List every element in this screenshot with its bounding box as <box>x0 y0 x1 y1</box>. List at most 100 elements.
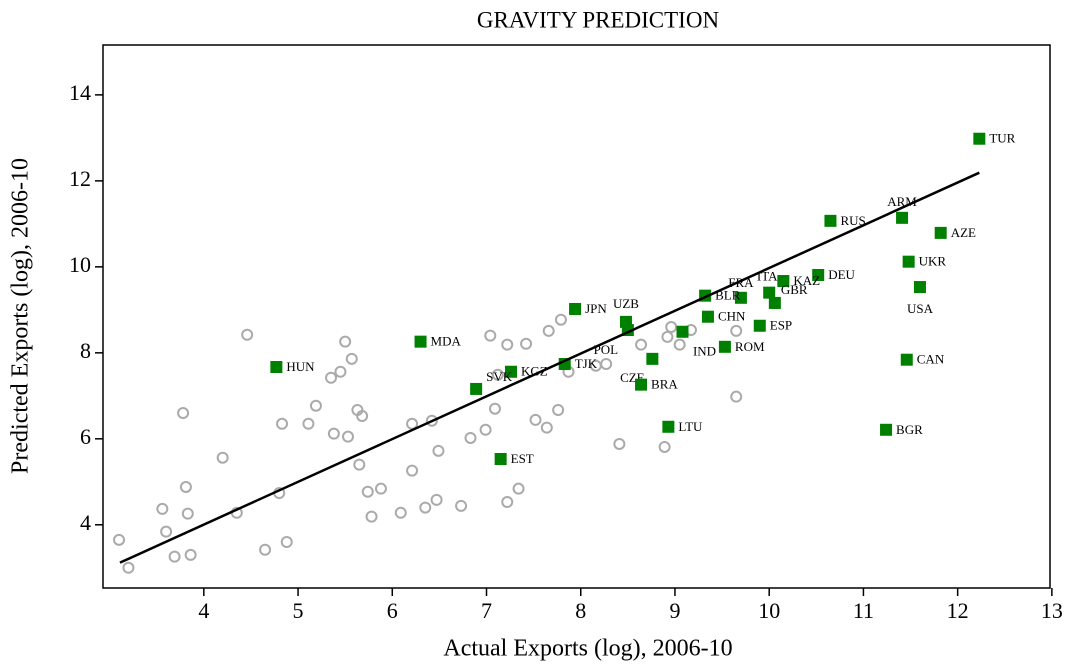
point <box>600 358 613 371</box>
point-label: BGR <box>896 422 923 437</box>
point <box>662 420 675 433</box>
point-label: TJK <box>575 356 598 371</box>
fit-line <box>119 171 980 564</box>
x-tick-label: 7 <box>481 598 492 623</box>
point <box>635 378 648 391</box>
point <box>734 291 747 304</box>
point <box>325 371 338 384</box>
point <box>365 510 378 523</box>
x-tick-label: 4 <box>198 598 209 623</box>
point <box>184 548 197 561</box>
y-tick-label: 10 <box>69 252 91 277</box>
point <box>501 338 514 351</box>
point <box>730 324 743 337</box>
point <box>661 330 674 343</box>
point <box>430 493 443 506</box>
x-tick-label: 5 <box>293 598 304 623</box>
point <box>676 325 689 338</box>
point <box>113 533 126 546</box>
point <box>270 361 283 374</box>
x-tick-label: 12 <box>947 598 969 623</box>
point-label: GBR <box>781 282 808 297</box>
point <box>394 506 407 519</box>
point <box>168 550 181 563</box>
point <box>665 321 678 334</box>
chart-title: GRAVITY PREDICTION <box>477 7 720 32</box>
point <box>520 337 533 350</box>
point <box>345 352 358 365</box>
point <box>160 525 173 538</box>
point-label: AZE <box>951 225 976 240</box>
point <box>613 437 626 450</box>
point <box>552 404 565 417</box>
x-tick-label: 9 <box>669 598 680 623</box>
point <box>177 407 190 420</box>
point <box>425 414 438 427</box>
point-label: BLR <box>715 288 741 303</box>
point <box>464 431 477 444</box>
point-label: ROM <box>735 339 765 354</box>
point <box>280 535 293 548</box>
point <box>484 329 497 342</box>
point-label: LTU <box>678 419 703 434</box>
point <box>339 335 352 348</box>
point <box>529 413 542 426</box>
point-label: RUS <box>840 213 865 228</box>
x-axis-label: Actual Exports (log), 2006-10 <box>443 636 732 662</box>
point-label: KGZ <box>521 364 548 379</box>
point <box>479 423 492 436</box>
y-tick-label: 8 <box>80 338 91 363</box>
point <box>241 328 254 341</box>
x-tick-label: 13 <box>1041 598 1063 623</box>
point <box>356 410 369 423</box>
point-label: TUR <box>989 131 1015 146</box>
point <box>635 338 648 351</box>
point <box>327 427 340 440</box>
point <box>419 501 432 514</box>
point <box>361 485 374 498</box>
point-label: MDA <box>431 334 462 349</box>
plot-frame <box>102 44 1051 589</box>
y-tick-label: 4 <box>80 510 91 535</box>
point-label: CHN <box>718 309 746 324</box>
point <box>569 302 582 315</box>
point <box>673 338 686 351</box>
point <box>491 368 504 381</box>
point <box>406 464 419 477</box>
point <box>730 390 743 403</box>
point-label: BRA <box>651 377 678 392</box>
point <box>156 502 169 515</box>
point <box>414 335 427 348</box>
y-axis-label: Predicted Exports (log), 2006-10 <box>8 158 34 474</box>
point-label: POL <box>594 342 619 357</box>
point <box>259 543 272 556</box>
point-label: UKR <box>919 254 947 269</box>
point <box>902 255 915 268</box>
point-label: USA <box>907 301 934 316</box>
point-label: DEU <box>828 267 855 282</box>
point <box>934 226 947 239</box>
point-label: UZB <box>613 296 639 311</box>
point <box>216 451 229 464</box>
x-tick-label: 8 <box>575 598 586 623</box>
point <box>777 275 790 288</box>
point <box>973 132 986 145</box>
point <box>900 353 913 366</box>
point-label: IND <box>693 344 716 359</box>
point <box>276 417 289 430</box>
point-label: KAZ <box>793 273 820 288</box>
point-label: EST <box>511 451 534 466</box>
y-tick-label: 6 <box>80 424 91 449</box>
point-label: SVK <box>486 369 513 384</box>
point <box>753 319 766 332</box>
point <box>181 507 194 520</box>
point <box>896 211 909 224</box>
point <box>494 453 507 466</box>
point-label: ESP <box>770 318 792 333</box>
point <box>302 417 315 430</box>
point-label: HUN <box>286 359 315 374</box>
point <box>913 281 926 294</box>
point <box>701 310 714 323</box>
point <box>353 458 366 471</box>
x-tick-label: 10 <box>758 598 780 623</box>
